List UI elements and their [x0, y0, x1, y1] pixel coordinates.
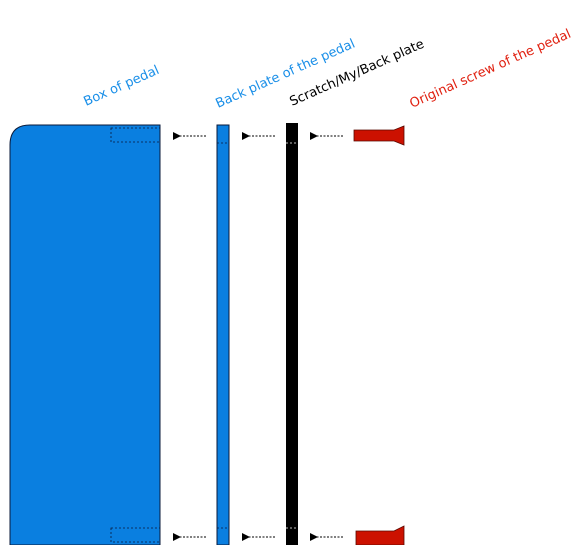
- scratch-plate: [286, 123, 298, 545]
- pedal-box: [9, 124, 161, 545]
- label-scratch-plate: Scratch/My/Back plate: [288, 37, 427, 110]
- back-plate: [216, 124, 230, 545]
- screw-top: [353, 125, 405, 146]
- label-box-of-pedal: Box of pedal: [82, 63, 162, 110]
- label-original-screw: Original screw of the pedal: [408, 27, 574, 112]
- screw-bottom: [355, 525, 405, 545]
- box-screw-hole-bottom: [110, 527, 161, 543]
- box-screw-hole-top: [110, 127, 161, 143]
